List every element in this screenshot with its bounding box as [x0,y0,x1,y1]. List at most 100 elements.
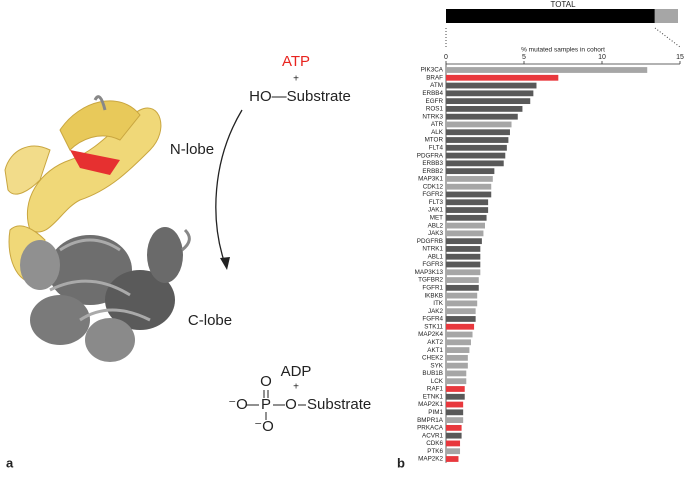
y-tick-label: ABL1 [428,253,444,260]
bar [446,230,484,237]
bar [446,347,470,353]
total-segment [654,9,678,23]
y-tick-label: FLT4 [429,144,444,151]
y-tick-label: IKBKB [424,292,443,299]
arrow-head [220,257,230,270]
adp: ADP [281,363,312,380]
bar [446,67,648,73]
y-tick-label: FGFR4 [422,316,443,323]
bar [446,144,507,151]
bar [446,277,479,283]
y-tick-label: AKT2 [427,339,443,346]
n-lobe: N-lobe [170,141,214,158]
plus: + [293,74,299,85]
y-tick-label: MAP2K2 [418,456,443,463]
y-tick-label: LCK [431,378,444,385]
bar [446,90,534,97]
bar [446,370,467,377]
y-tick-label: BMPR1A [417,417,444,424]
bar [446,168,495,175]
bar [446,214,487,221]
y-tick-label: RAF1 [427,386,444,393]
bar [446,160,504,167]
y-tick-label: CDK12 [423,183,444,190]
y-tick-label: FLT3 [429,199,444,206]
plus: + [293,382,299,393]
y-tick-label: ALK [431,129,444,136]
x-tick-label: 5 [522,54,526,61]
panel-label: a [6,455,14,470]
y-tick-label: EGFR [426,98,444,105]
y-tick-label: JAK1 [428,207,444,214]
oxygen: ⁻O [254,418,274,435]
bar [446,417,464,423]
bar [446,113,518,120]
y-tick-label: CDK6 [426,440,443,447]
bar [446,362,468,369]
y-tick-label: FGFR1 [422,285,443,292]
bar [446,82,537,89]
bar [446,74,559,81]
total-title: TOTAL [550,0,576,9]
c-lobe: C-lobe [188,312,232,329]
y-tick-label: PTK6 [427,448,443,455]
bar [446,308,476,315]
y-tick-label: ACVR1 [422,432,443,439]
atp: ATP [282,53,310,70]
y-tick-label: ITK [433,300,444,307]
bar [446,378,467,385]
y-tick-label: AKT1 [427,347,443,354]
y-tick-label: ETNK1 [423,393,444,400]
bar [446,152,506,159]
zoom-line [654,27,681,48]
oxygen: O [260,373,272,390]
bar [446,401,464,408]
bar [446,176,493,182]
x-tick-label: 0 [444,54,448,61]
bar [446,222,485,229]
x-tick-label: 15 [676,54,684,61]
y-tick-label: MET [430,214,443,221]
bar [446,339,471,346]
bar [446,292,478,299]
bar [446,386,465,392]
bar [446,199,489,206]
bar [446,261,481,268]
plot: 0 5 10 15 PIK3CABRAFATMERBB4EGFRROS1NTRK3ATR… [415,9,684,463]
y-tick-label: PIK3CA [421,67,444,74]
y-tick-label: MTOR [425,137,444,144]
y-tick-label: FGFR2 [422,191,443,198]
y-tick-label: MAP3K1 [418,176,443,183]
bar [446,393,465,400]
y-tick-label: ERBB4 [422,90,443,97]
oxygen: O [285,396,297,413]
bar [446,106,523,112]
y-tick-label: JAK2 [428,308,444,315]
y-tick-label: NTRK3 [422,113,443,120]
bar [446,121,512,128]
bar [446,323,475,330]
y-tick-label: PDGFRB [417,238,443,245]
y-tick-label: MAP2K1 [418,401,443,408]
y-tick-label: JAK3 [428,230,444,237]
bar [446,269,481,276]
y-tick-label: PDGFRA [417,152,444,159]
bar [446,440,461,447]
bar [446,331,473,338]
bar [446,456,459,462]
y-tick-label: BUB1B [422,370,443,377]
bar [446,183,492,190]
x-axis-label: % mutated samples in cohort [521,47,605,54]
bar [446,354,468,361]
y-tick-label: PIM1 [428,409,443,416]
bar [446,448,461,455]
y-tick-label: ROS1 [426,106,444,113]
oxygen: ⁻O [228,396,248,413]
y-tick-label: CHEK2 [422,355,443,362]
bar [446,137,509,143]
y-tick-label: BRAF [426,74,443,81]
bar [446,300,478,307]
y-tick-label: MAP3K13 [415,269,444,276]
reaction-arrow [215,109,243,265]
